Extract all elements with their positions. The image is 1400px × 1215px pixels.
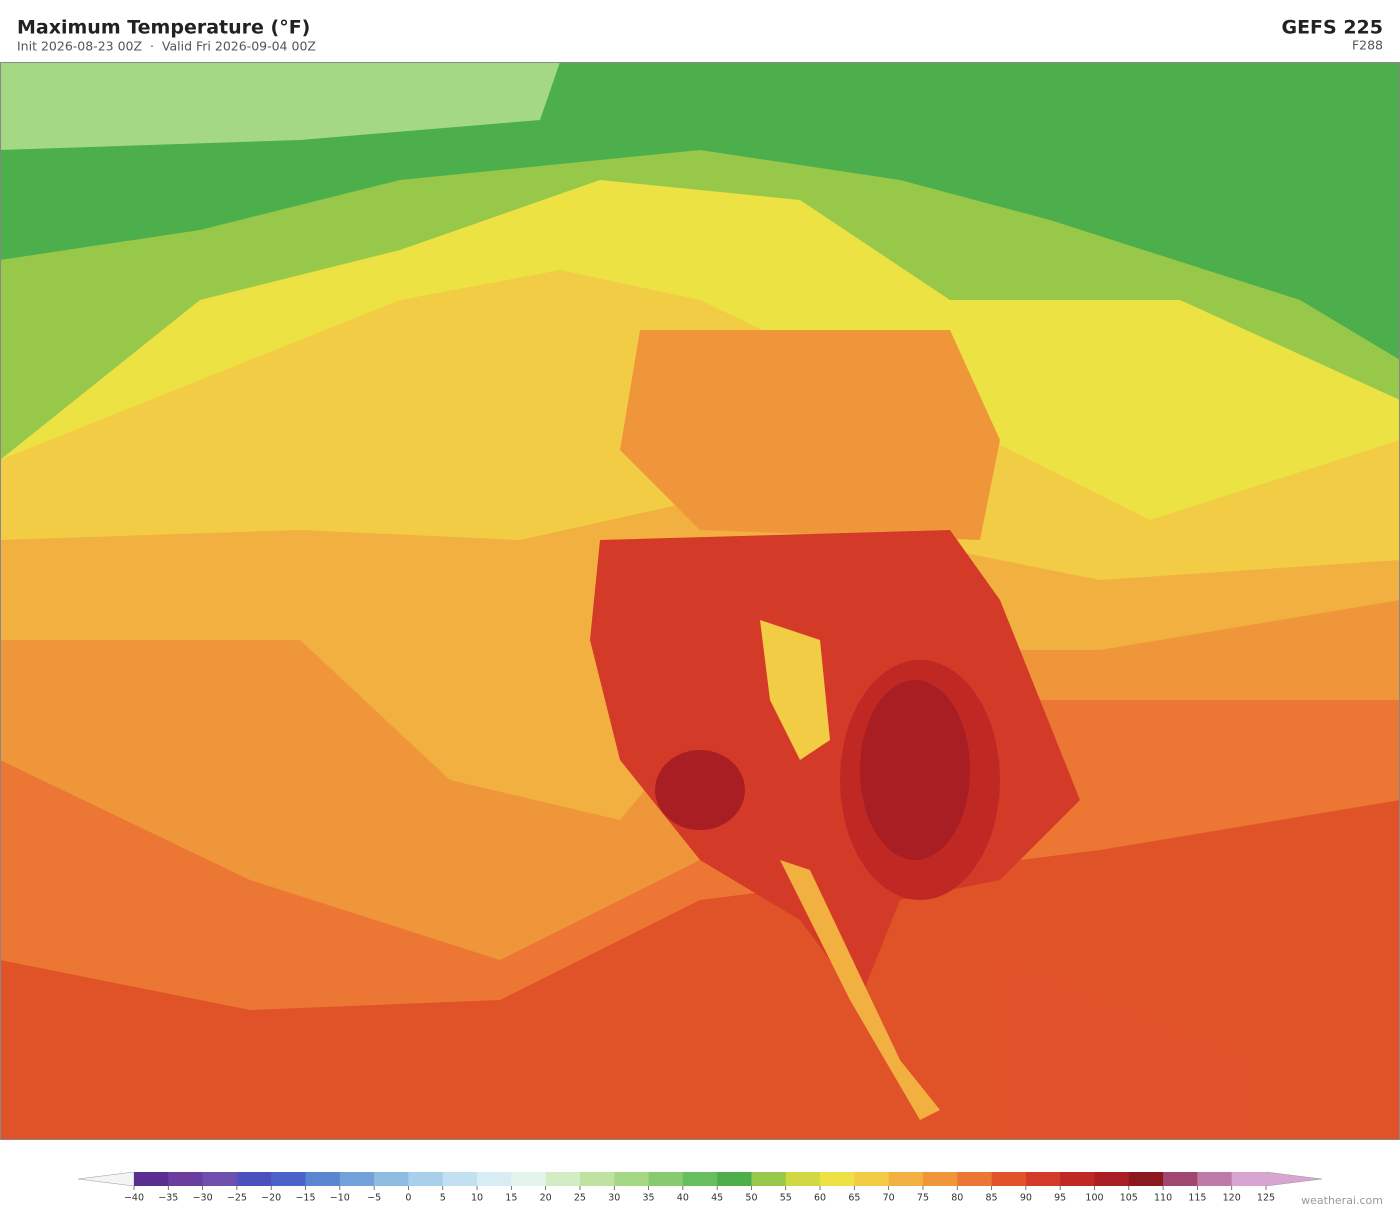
colorbar-tick-label: 15 [505, 1193, 517, 1204]
colorbar-segment [820, 1172, 855, 1186]
colorbar-tick-label: 5 [440, 1193, 446, 1204]
colorbar-tick-label: 85 [986, 1193, 998, 1204]
forecast-hour: F288 [1352, 38, 1383, 53]
colorbar-under [77, 1171, 135, 1187]
colorbar-tick-label: −15 [295, 1193, 315, 1204]
colorbar-segment [922, 1172, 958, 1186]
colorbar-segment [1094, 1172, 1130, 1186]
colorbar-segment [648, 1172, 684, 1186]
colorbar-tick-label: 25 [574, 1193, 586, 1204]
colorbar-tick-label: 120 [1223, 1193, 1241, 1204]
colorbar-tick-label: 40 [677, 1193, 689, 1204]
colorbar-segment [717, 1172, 752, 1186]
colorbar-segment [854, 1172, 889, 1186]
colorbar-tick-label: 95 [1054, 1193, 1066, 1204]
colorbar-tick-label: 0 [405, 1193, 411, 1204]
colorbar-tick-label: 10 [471, 1193, 483, 1204]
colorbar-tick-label: 80 [951, 1193, 963, 1204]
colorbar-tick-label: −35 [158, 1193, 178, 1204]
colorbar-tick-label: 60 [814, 1193, 826, 1204]
colorbar: −40 −35 −30 −25 −20 −15 −10 −5 0 5 10 15 20 25 30 35 40 4… [77, 1171, 1323, 1204]
map-title: Maximum Temperature (°F) [17, 17, 310, 39]
colorbar-segment [477, 1172, 512, 1186]
colorbar-segment [682, 1172, 718, 1186]
map-subtitle: Init 2026-08-23 00Z · Valid Fri 2026-09-… [17, 39, 316, 54]
field [780, 860, 940, 1120]
field [760, 620, 830, 760]
colorbar-tick-label: −20 [261, 1193, 281, 1204]
colorbar-segment [134, 1172, 169, 1186]
colorbar-tick-label: −10 [330, 1193, 350, 1204]
colorbar-segment [1231, 1172, 1267, 1186]
colorbar-segment [168, 1172, 203, 1186]
field [0, 62, 560, 150]
map [0, 62, 1400, 1140]
colorbar-segment [1197, 1172, 1232, 1186]
colorbar-tick-label: 35 [642, 1193, 654, 1204]
model-label: GEFS 225 [1281, 17, 1383, 39]
colorbar-tick-label: 110 [1154, 1193, 1172, 1204]
colorbar-tick-label: 115 [1188, 1193, 1206, 1204]
colorbar-segment [1163, 1172, 1198, 1186]
colorbar-tick-label: 90 [1020, 1193, 1032, 1204]
colorbar-segment [305, 1172, 341, 1186]
colorbar-segment [785, 1172, 821, 1186]
field [1000, 960, 1250, 1140]
colorbar-tick-label: 125 [1257, 1193, 1275, 1204]
colorbar-tick-label: 50 [745, 1193, 757, 1204]
colorbar-tick-label: −30 [193, 1193, 213, 1204]
colorbar-segment [545, 1172, 581, 1186]
field [655, 750, 745, 830]
colorbar-segment [957, 1172, 992, 1186]
field [860, 680, 970, 860]
colorbar-segment [1128, 1172, 1164, 1186]
colorbar-over [1265, 1171, 1323, 1187]
colorbar-tick-label: −25 [227, 1193, 247, 1204]
colorbar-segment [1060, 1172, 1095, 1186]
colorbar-tick-label: 105 [1120, 1193, 1138, 1204]
colorbar-segment [374, 1172, 409, 1186]
colorbar-tick-label: −5 [367, 1193, 381, 1204]
colorbar-segment [202, 1172, 238, 1186]
colorbar-segment [271, 1172, 306, 1186]
colorbar-tick-label: 55 [780, 1193, 792, 1204]
colorbar-segment [991, 1172, 1027, 1186]
watermark: weatherai.com [1301, 1194, 1383, 1207]
colorbar-tick-label: 45 [711, 1193, 723, 1204]
colorbar-tick-label: −40 [124, 1193, 144, 1204]
colorbar-tick-label: 30 [608, 1193, 620, 1204]
colorbar-segment [408, 1172, 444, 1186]
colorbar-segment [1025, 1172, 1061, 1186]
colorbar-tick-label: 100 [1085, 1193, 1103, 1204]
colorbar-tick-label: 75 [917, 1193, 929, 1204]
colorbar-segment [751, 1172, 787, 1186]
colorbar-segment [614, 1172, 649, 1186]
field [620, 330, 1000, 540]
colorbar-segment [511, 1172, 546, 1186]
colorbar-segment [442, 1172, 478, 1186]
colorbar-segment [236, 1172, 272, 1186]
colorbar-tick-label: 20 [540, 1193, 552, 1204]
colorbar-segment [339, 1172, 375, 1186]
colorbar-tick-label: 65 [848, 1193, 860, 1204]
field [0, 62, 1400, 360]
colorbar-tick-label: 70 [883, 1193, 895, 1204]
colorbar-segment [579, 1172, 615, 1186]
colorbar-segment [888, 1172, 924, 1186]
